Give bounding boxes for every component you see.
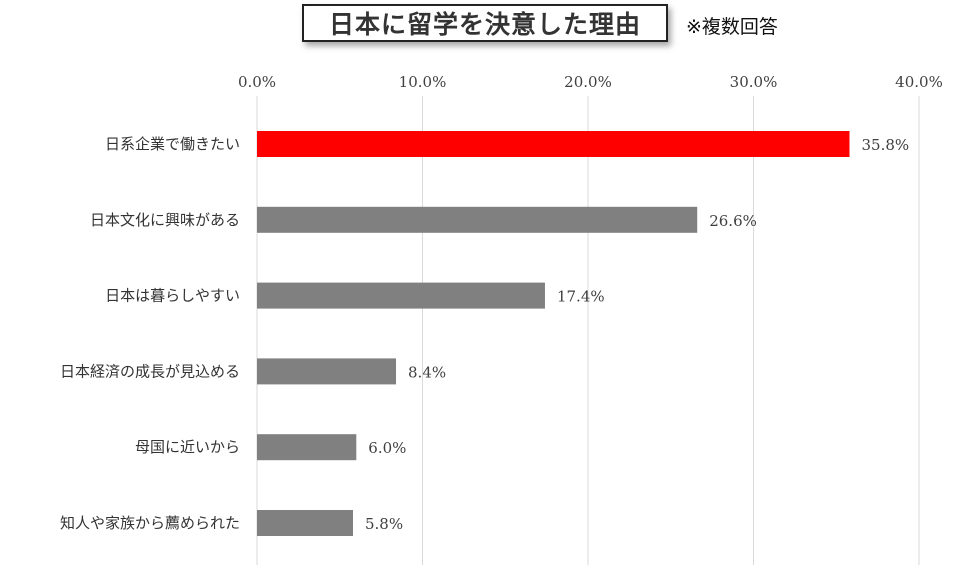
data-label: 6.0% — [368, 439, 406, 457]
chart-title-box: 日本に留学を決意した理由 — [302, 4, 668, 42]
bar — [257, 131, 850, 157]
bar — [257, 206, 698, 233]
data-label: 17.4% — [557, 288, 605, 306]
category-label: 日本は暮らしやすい — [105, 287, 240, 305]
data-label: 35.8% — [861, 136, 909, 154]
x-tick-label: 0.0% — [238, 73, 276, 91]
data-label: 8.4% — [408, 363, 446, 381]
category-label: 母国に近いから — [135, 438, 240, 456]
bar — [257, 510, 353, 536]
category-label: 日本文化に興味がある — [90, 211, 240, 229]
bar — [257, 282, 545, 309]
chart-subtitle: ※複数回答 — [686, 16, 778, 38]
x-tick-label: 20.0% — [564, 73, 612, 91]
bar — [257, 434, 357, 461]
category-label: 日本経済の成長が見込める — [60, 362, 240, 380]
data-label: 5.8% — [365, 515, 403, 533]
bar — [257, 358, 397, 385]
category-label: 日系企業で働きたい — [105, 135, 240, 153]
data-label: 26.6% — [709, 212, 757, 230]
x-tick-label: 10.0% — [399, 73, 447, 91]
x-tick-label: 30.0% — [730, 73, 778, 91]
x-tick-label: 40.0% — [895, 73, 943, 91]
category-label: 知人や家族から薦められた — [60, 514, 240, 532]
chart-title: 日本に留学を決意した理由 — [328, 10, 641, 39]
